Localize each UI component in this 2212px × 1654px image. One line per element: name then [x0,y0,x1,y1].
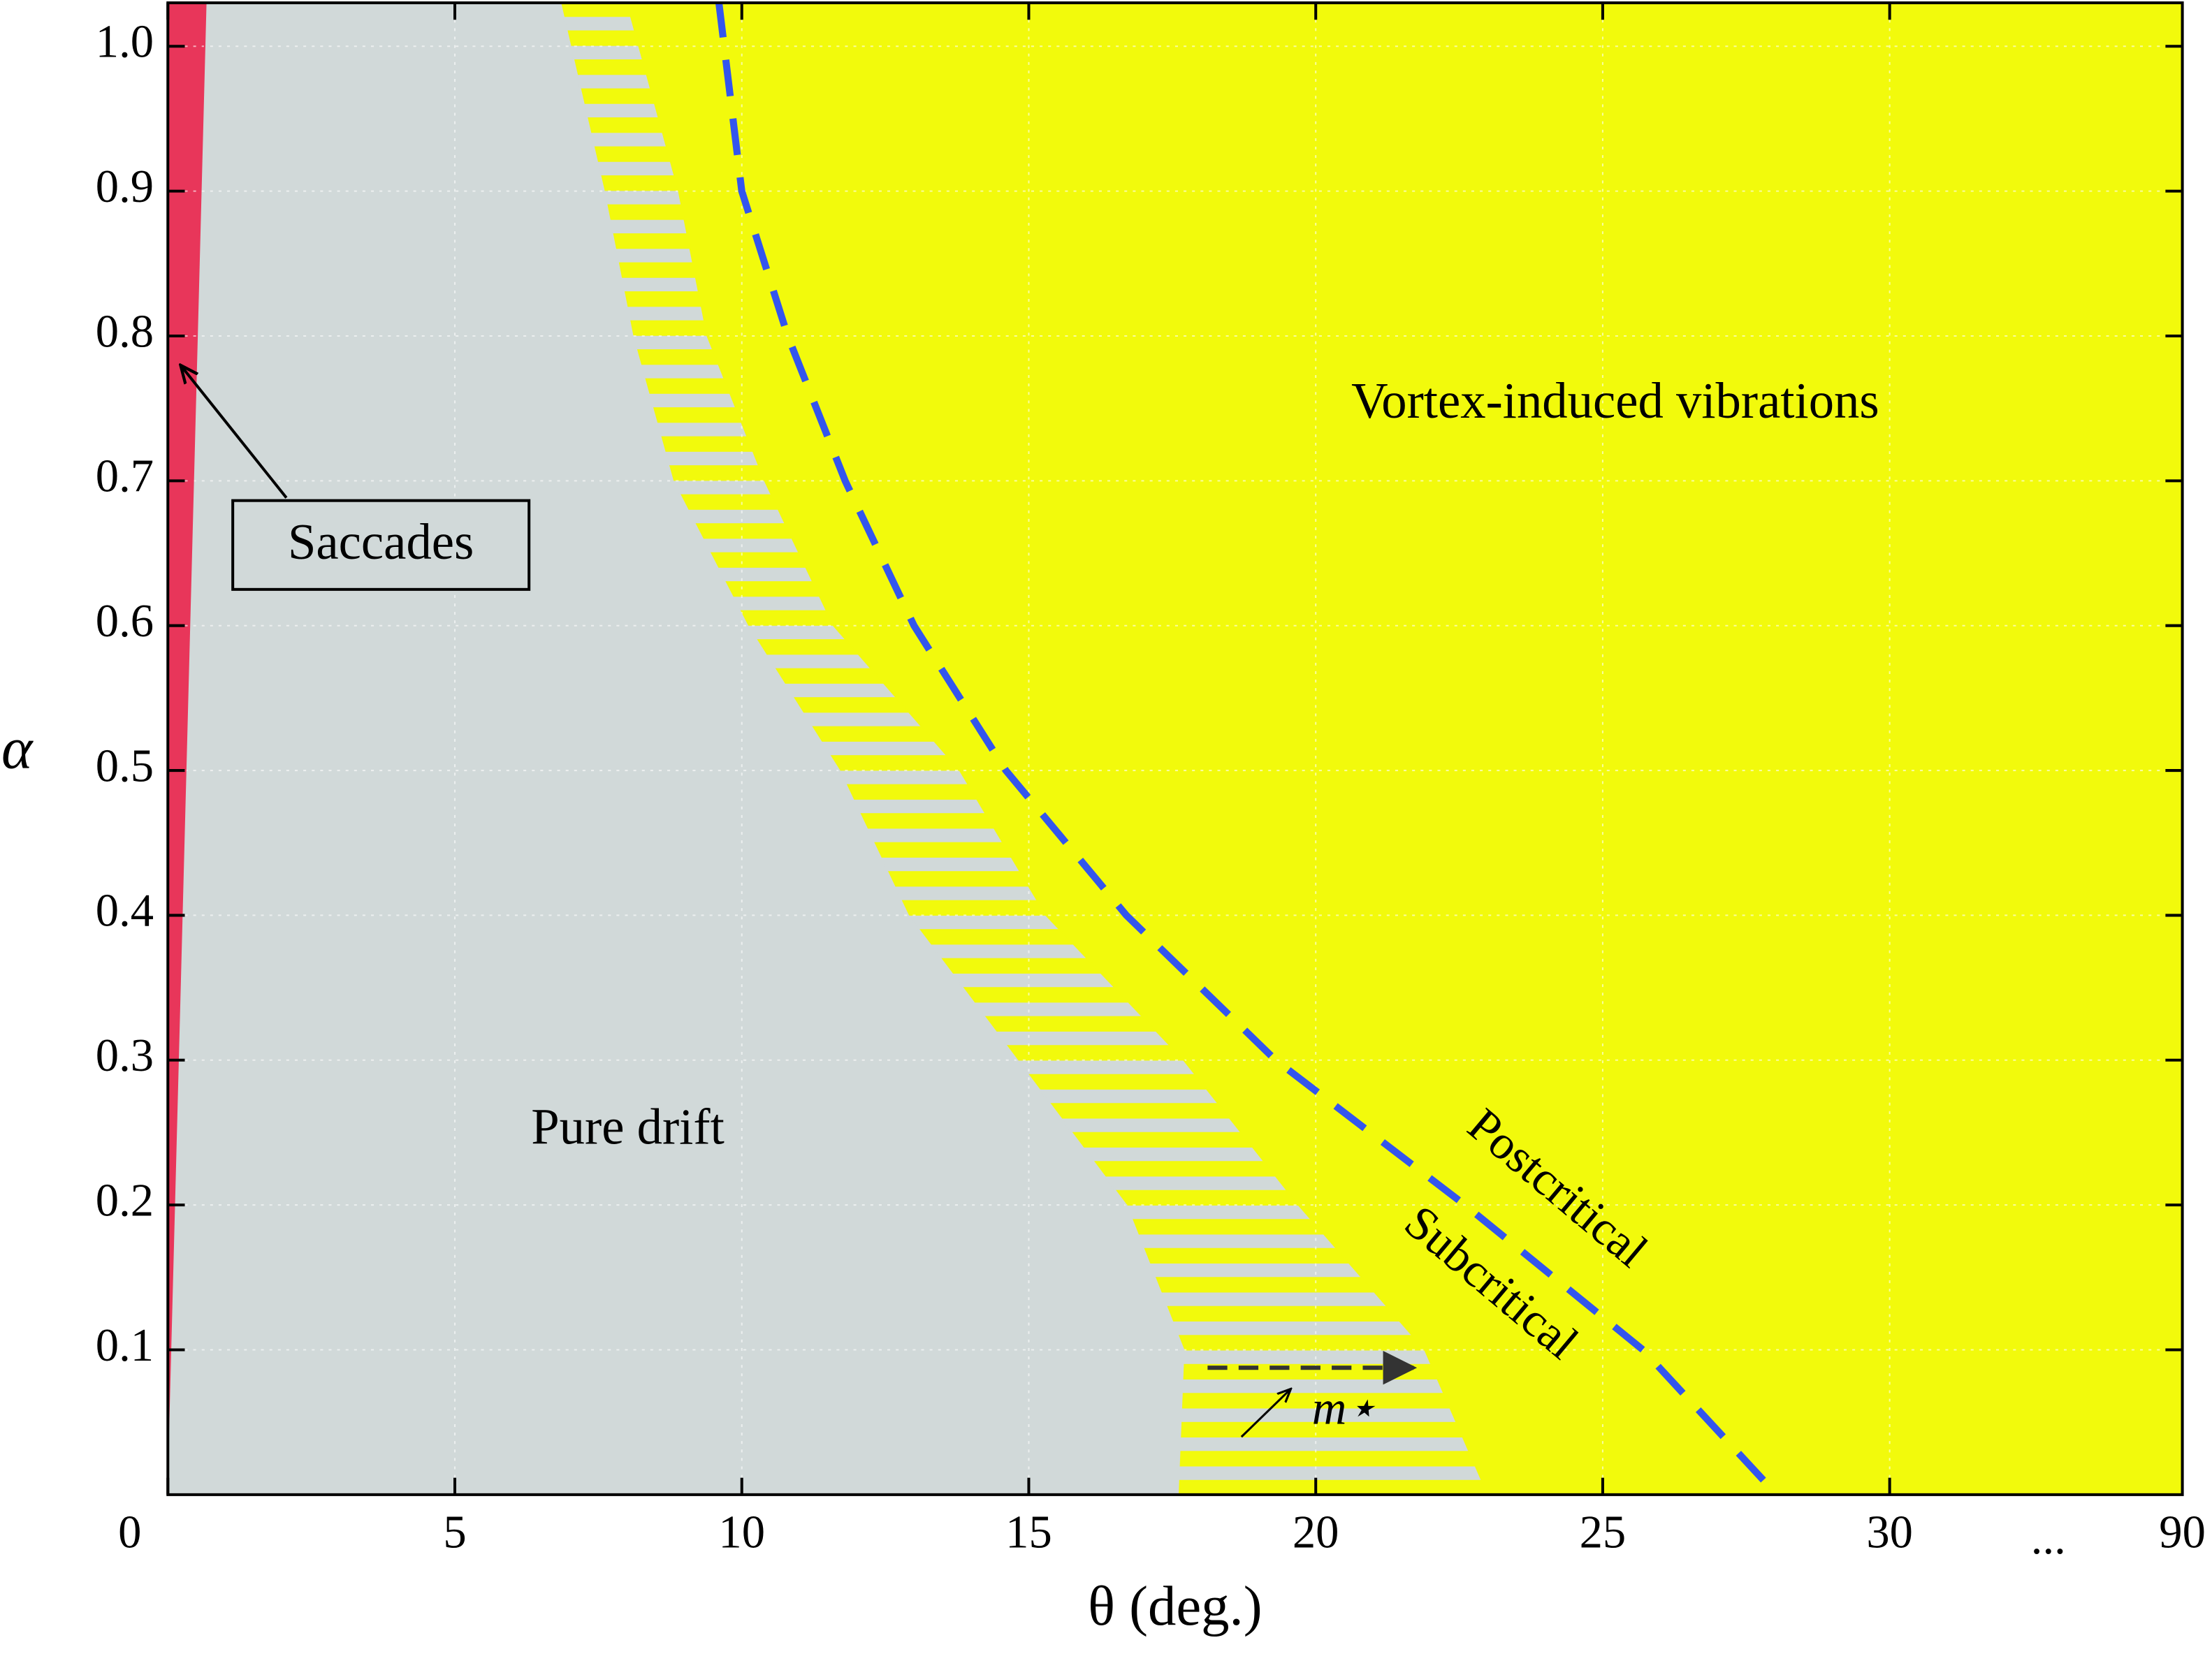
y-axis-label: α [1,715,34,781]
y-tick-label: 0.8 [96,306,154,357]
x-tick-label: 0 [118,1507,141,1558]
x-tick-label: 30 [1866,1507,1913,1558]
y-tick-label: 1.0 [96,17,154,68]
plot-frame [166,1,2184,1496]
region-subcritical [560,3,1488,1495]
y-tick-label: 0.4 [96,886,154,937]
x-tick-label: 20 [1293,1507,1339,1558]
x-tick-label: 10 [718,1507,765,1558]
x-tick-label: 25 [1580,1507,1627,1558]
boundary-line [560,2,1185,1495]
annotation: m⋆ [1312,1382,1377,1435]
y-tick-label: 0.7 [96,451,154,502]
region-label: Saccades [288,513,474,570]
y-tick-label: 0.3 [96,1030,154,1081]
boundary-line [715,2,1766,1483]
y-tick-label: 0.2 [96,1175,154,1226]
x-end-label: 90 [2159,1507,2206,1558]
boundary-line [626,2,1489,1495]
y-tick-label: 0.5 [96,740,154,791]
label-arrow [180,365,288,499]
y-tick-label: 0.1 [96,1320,154,1371]
annotation: Vortex-induced vibrations [1351,372,1879,429]
annotation-arrow [1240,1389,1291,1438]
label-box [231,499,531,591]
x-tick-label: 15 [1005,1507,1052,1558]
x-tick-label: 5 [443,1507,466,1558]
y-tick-label: 0.9 [96,161,154,212]
boundary-line [167,3,207,1451]
x-axis-label: θ (deg.) [1088,1575,1262,1637]
x-break-label: ... [2031,1513,2066,1564]
region-label: Pure drift [531,1099,725,1155]
y-tick-label: 0.6 [96,596,154,647]
